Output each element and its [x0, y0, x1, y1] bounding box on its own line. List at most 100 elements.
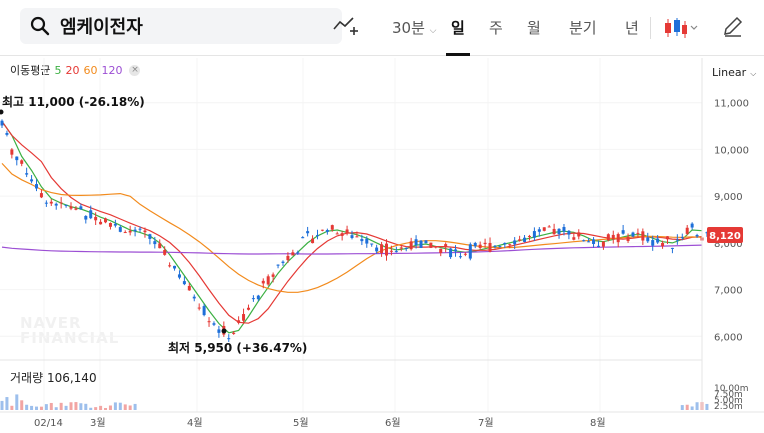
candle-body [94, 216, 98, 221]
naver-financial-watermark: NAVER FINANCIAL [20, 314, 120, 347]
candle-body [527, 235, 531, 237]
stock-search-box[interactable]: 엠케이전자 [20, 8, 342, 44]
scale-mode-select[interactable]: Linear ⌵ [712, 66, 757, 79]
candle-body [690, 223, 694, 228]
volume-bar [690, 406, 694, 410]
candle-body [641, 231, 645, 241]
period-week[interactable]: 주 [489, 19, 503, 37]
pencil-icon[interactable] [722, 16, 744, 42]
candle-body [237, 320, 241, 323]
candle-body [518, 239, 522, 241]
volume-bar [104, 407, 108, 410]
candle-body [670, 247, 674, 249]
candle-body [454, 249, 458, 252]
candle-body [419, 240, 423, 248]
active-period-underline [446, 53, 470, 56]
candle-body [148, 234, 152, 239]
candlestick-icon[interactable] [664, 17, 698, 43]
high-marker-dot [0, 109, 4, 115]
candle-body [271, 274, 275, 277]
search-query-text[interactable]: 엠케이전자 [60, 17, 143, 38]
candle-body [74, 208, 78, 210]
candle-body [577, 232, 581, 237]
volume-tick-label: 2.50m [714, 402, 743, 412]
candle-body [468, 244, 472, 259]
search-icon[interactable] [30, 15, 52, 37]
volume-bar [128, 405, 132, 410]
candle-body [399, 247, 403, 249]
candle-body [320, 229, 324, 231]
candle-body [108, 223, 112, 227]
low-marker-dot [221, 328, 227, 334]
candle-body [177, 274, 181, 278]
candle-body [360, 239, 364, 242]
volume-bar [89, 407, 93, 410]
candle-body [483, 242, 487, 245]
ma-5: 5 [54, 63, 62, 77]
candle-body [473, 243, 477, 247]
candle-body [242, 314, 246, 321]
candle-body [286, 255, 290, 261]
candle-body [118, 227, 122, 232]
period-day[interactable]: 일 [451, 19, 465, 37]
candle-body [182, 281, 186, 285]
period-quarter[interactable]: 분기 [569, 19, 597, 37]
candle-body [217, 329, 221, 333]
candle-body [197, 307, 201, 309]
candle-body [187, 285, 191, 291]
date-tick-label: 7월 [478, 417, 494, 429]
candle-body [192, 296, 196, 299]
candle-body [488, 243, 492, 252]
candle-body [158, 243, 162, 249]
low-price-label: 최저 5,950 (+36.47%) [168, 341, 308, 355]
volume-tick-label: 7.50m [714, 390, 743, 400]
candle-body [261, 280, 265, 284]
candle-body [463, 253, 467, 255]
candle-body [163, 249, 167, 255]
candle-body [596, 245, 600, 247]
volume-bar [69, 402, 73, 410]
candle-body [429, 242, 433, 248]
volume-bar [113, 402, 117, 410]
date-tick-label: 02/14 [34, 418, 63, 429]
candle-body [143, 230, 147, 233]
candle-body [232, 332, 236, 334]
candle-body [25, 173, 29, 175]
candle-body [611, 234, 615, 240]
price-tick-label: 11,000 [714, 99, 749, 110]
candle-body [493, 245, 497, 247]
candle-body [301, 237, 305, 239]
candle-body [44, 202, 48, 204]
candle-body [661, 242, 665, 247]
close-icon[interactable]: × [129, 64, 141, 76]
candle-body [503, 242, 507, 245]
current-price-badge: 8,120 [707, 227, 743, 243]
candle-body [49, 201, 53, 204]
price-tick-label: 7,000 [714, 286, 743, 297]
period-30min[interactable]: 30분 ⌵ [392, 19, 437, 37]
period-month[interactable]: 월 [527, 19, 541, 37]
candle-body [532, 231, 536, 238]
candle-body [498, 246, 502, 248]
candle-body [5, 132, 9, 135]
ma-120: 120 [101, 63, 123, 77]
candle-body [69, 206, 73, 209]
volume-bar [39, 406, 43, 410]
ma-60: 60 [83, 63, 98, 77]
candle-body [458, 256, 462, 258]
date-tick-label: 6월 [385, 417, 401, 429]
volume-bar [680, 405, 684, 410]
candle-body [345, 229, 349, 234]
candle-body [562, 226, 566, 232]
volume-bar [25, 404, 29, 410]
candle-body [325, 230, 329, 232]
candle-body [89, 210, 93, 219]
candle-body [552, 228, 556, 235]
candle-body [84, 215, 88, 220]
period-year[interactable]: 년 [625, 19, 639, 37]
indicator-add-icon[interactable] [333, 15, 359, 41]
volume-label: 거래량 106,140 [10, 371, 97, 385]
volume-tick-label: 10.00m [714, 384, 749, 394]
candle-body [444, 244, 448, 248]
